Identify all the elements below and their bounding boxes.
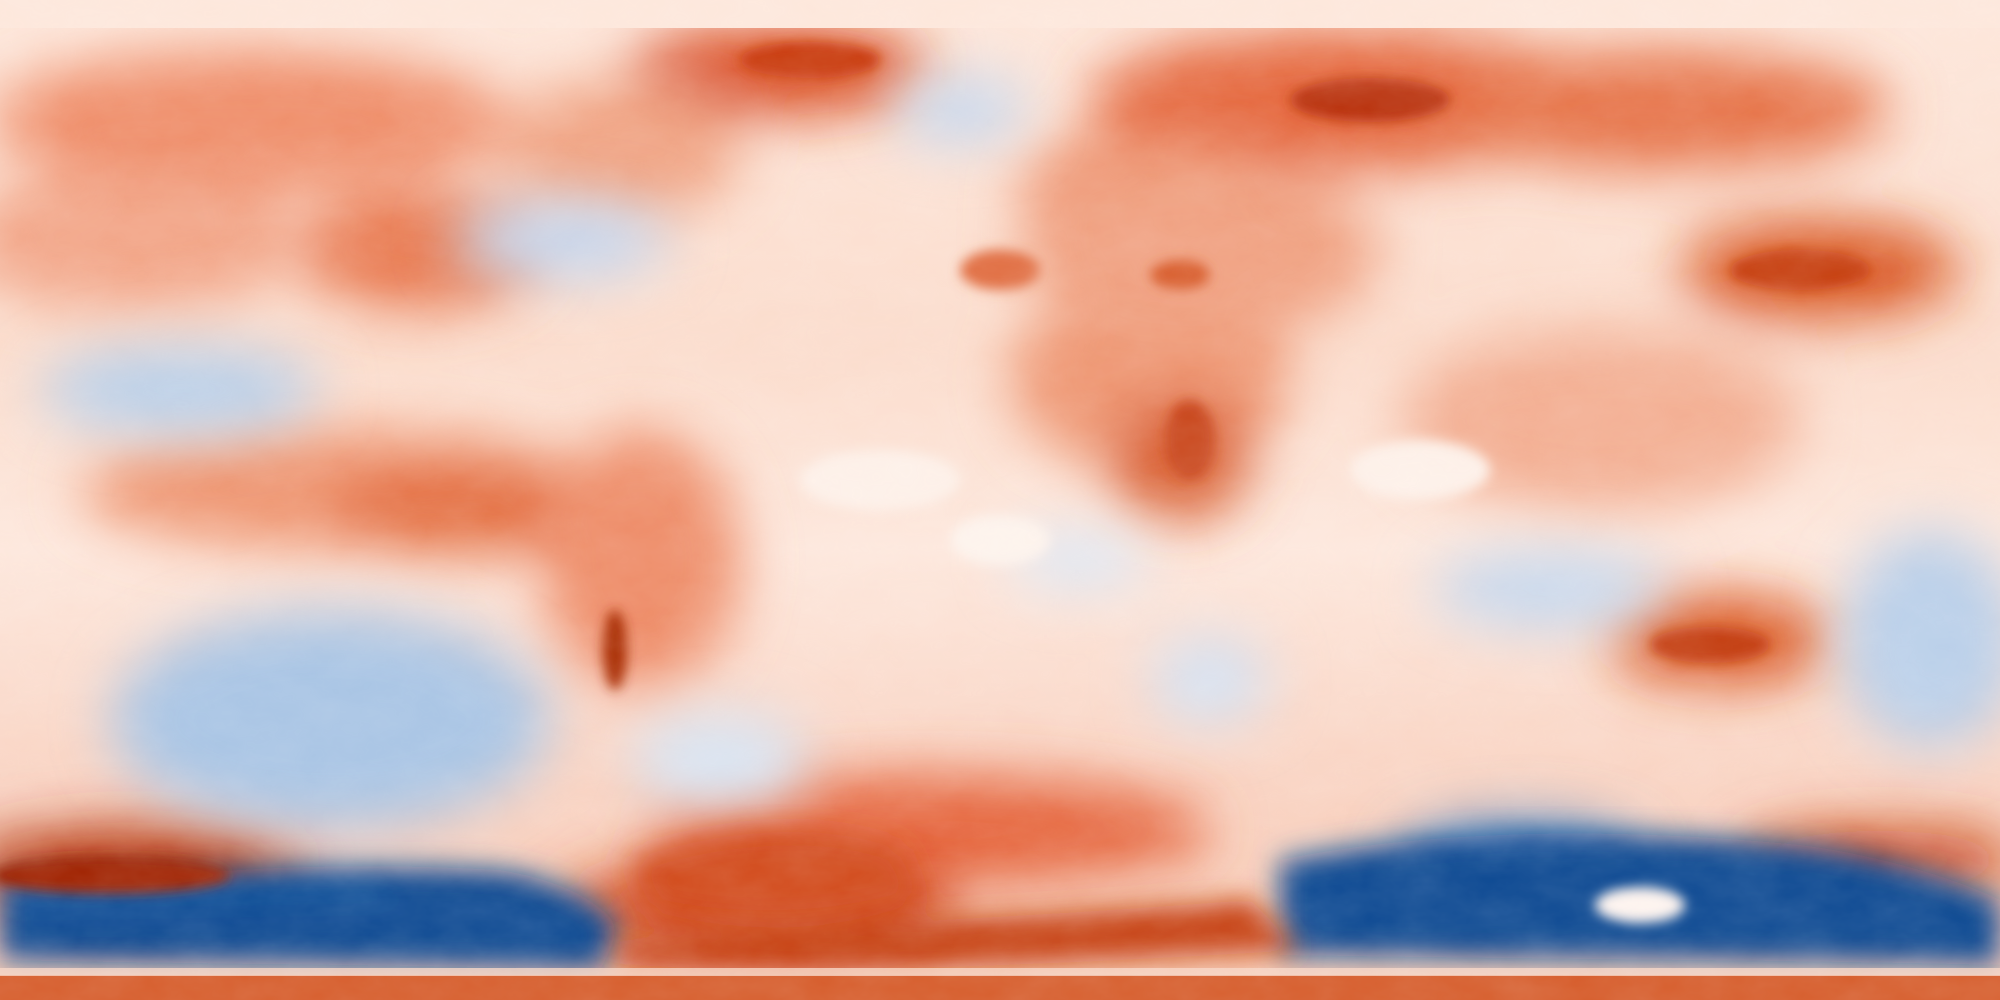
- noise-texture: [0, 0, 2000, 1000]
- anomaly-map: [0, 0, 2000, 1000]
